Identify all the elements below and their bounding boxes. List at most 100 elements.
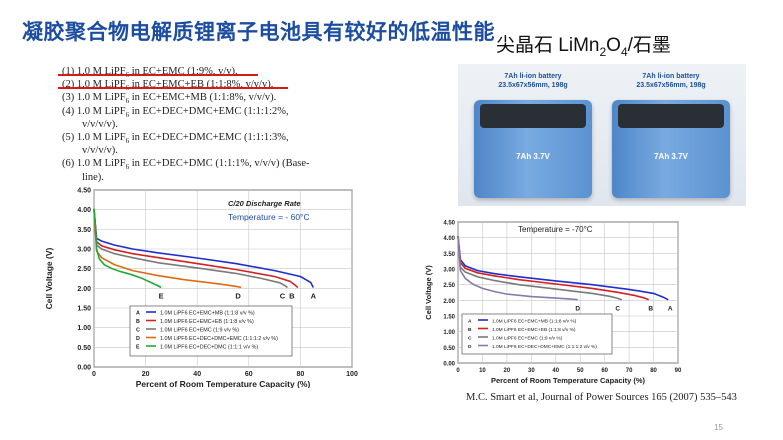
x-tick-label: 50	[577, 368, 584, 374]
y-tick-label: 4.50	[443, 221, 455, 227]
y-tick-label: 2.00	[443, 299, 455, 305]
legend-letter: D	[136, 336, 140, 342]
x-axis-label: Percent of Room Temperature Capacity (%)	[491, 376, 646, 385]
x-tick-label: 20	[142, 371, 150, 378]
slide-title: 凝胶聚合物电解质锂离子电池具有较好的低温性能	[22, 21, 495, 44]
legend-letter: E	[136, 345, 140, 351]
x-tick-label: 0	[92, 371, 96, 378]
series-line-A	[457, 236, 669, 301]
legend-letter: B	[468, 327, 472, 333]
battery-caption-right: 7Ah li-ion battery 23.5x67x56mm, 198g	[636, 73, 706, 89]
electrolyte-item: (5) 1.0 M LiPF6 in EC+DEC+DMC+EMC (1:1:1…	[62, 132, 289, 146]
material-subtitle: 尖晶石 LiMn2O4/石墨	[496, 35, 671, 59]
x-tick-label: 40	[193, 371, 201, 378]
y-axis-label: Cell Voltage (V)	[424, 265, 433, 320]
y-tick-label: 3.50	[77, 227, 91, 234]
y-tick-label: 0.00	[77, 365, 91, 372]
y-tick-label: 2.50	[443, 283, 455, 289]
y-tick-label: 2.00	[77, 286, 91, 293]
battery-photo: 7Ah li-ion battery 23.5x67x56mm, 198g 7A…	[458, 64, 746, 206]
legend-letter: C	[468, 336, 472, 342]
x-axis-label: Percent of Room Temperature Capacity (%)	[136, 379, 311, 388]
y-tick-label: 4.00	[443, 236, 455, 242]
legend-entry: 1.0M LiPF6 EC+EMC (1:9 v/v %)	[160, 328, 239, 334]
series-end-label: B	[289, 292, 295, 301]
legend-box	[129, 305, 293, 357]
battery-caption-left: 7Ah li-ion battery 23.5x67x56mm, 198g	[498, 73, 568, 89]
series-end-label: A	[311, 292, 317, 301]
legend-entry: 1.0M LiPF6 EC+EMC+EB (1:1:8 v/v %)	[492, 327, 576, 333]
x-tick-label: 60	[601, 368, 608, 374]
series-end-label: C	[615, 306, 620, 313]
strikethrough-line	[58, 74, 258, 76]
y-tick-label: 0.50	[77, 345, 91, 352]
series-end-label: A	[668, 306, 673, 313]
y-tick-label: 1.50	[443, 315, 455, 321]
legend-letter: A	[468, 319, 472, 325]
y-tick-label: 3.50	[443, 252, 455, 258]
chart-annotation-rate: C/20 Discharge Rate	[228, 199, 301, 208]
chart-annotation-temp: Temperature = -70°C	[518, 225, 593, 234]
y-tick-label: 3.00	[77, 247, 91, 254]
battery-label: 7Ah 3.7V	[516, 152, 550, 161]
y-tick-label: 1.00	[77, 325, 91, 332]
x-tick-label: 0	[456, 368, 460, 374]
legend-letter: B	[136, 319, 140, 325]
electrolyte-item: (6) 1.0 M LiPF6 in EC+DEC+DMC (1:1:1%, v…	[62, 158, 310, 172]
series-end-label: E	[159, 292, 164, 301]
series-line-D	[93, 208, 242, 289]
x-tick-label: 10	[479, 368, 486, 374]
electrolyte-item: v/v/v/v).	[82, 118, 118, 130]
x-tick-label: 80	[650, 368, 657, 374]
series-line-B	[93, 208, 299, 289]
series-end-label: D	[575, 306, 580, 313]
electrolyte-item: (3) 1.0 M LiPF6 in EC+EMC+MB (1:1:8%, v/…	[62, 92, 277, 106]
y-tick-label: 4.00	[77, 207, 91, 214]
series-end-label: D	[235, 292, 241, 301]
legend-entry: 1.0M LiPF6 EC+DEC+DMC+EMC (1:1:1:2 v/v %…	[492, 344, 597, 350]
legend-entry: 1.0M LiPF6 EC+EMC (1:9 v/v %)	[492, 336, 563, 342]
legend-letter: C	[136, 328, 140, 334]
electrolyte-item: (4) 1.0 M LiPF6 in EC+DEC+DMC+EMC (1:1:1…	[62, 105, 289, 119]
electrolyte-item: line).	[82, 171, 104, 183]
y-tick-label: 0.50	[443, 346, 455, 352]
series-end-label: B	[648, 306, 653, 313]
legend-letter: A	[136, 311, 140, 317]
discharge-chart-minus70: 0.00 0.50 1.00 1.50 2.00 2.50 3.00 3.50 4.00 4.50…	[424, 221, 682, 386]
battery-terminal	[480, 104, 586, 128]
y-tick-label: 2.50	[77, 266, 91, 273]
legend-entry: 1.0M LiPF6 EC+DEC+DMC+EMC (1:1:1:2 v/v %…	[160, 336, 278, 342]
slide-number: 15	[714, 423, 723, 432]
x-tick-label: 30	[528, 368, 535, 374]
series-line-A	[93, 208, 315, 288]
x-tick-label: 90	[675, 368, 682, 374]
y-axis-label: Cell Voltage (V)	[44, 247, 54, 309]
y-tick-label: 0.00	[443, 362, 455, 368]
y-tick-label: 4.50	[77, 188, 91, 195]
chart-annotation-temp: Temperature = - 60°C	[228, 212, 310, 222]
x-tick-label: 40	[552, 368, 559, 374]
x-tick-label: 20	[504, 368, 511, 374]
series-line-E	[93, 208, 162, 289]
battery-terminal	[618, 104, 724, 128]
x-tick-label: 60	[245, 371, 253, 378]
x-tick-label: 80	[297, 371, 305, 378]
legend-entry: 1.0M LiPF6 EC+EMC+MB (1:1:8 v/v %)	[492, 319, 577, 325]
y-tick-label: 1.00	[443, 330, 455, 336]
legend-entry: 1.0M LiPF6 EC+EMC+MB (1:1:8 v/v %)	[160, 311, 255, 317]
legend-entry: 1.0M LiPF6 EC+EMC+EB (1:1:8 v/v %)	[160, 319, 254, 325]
x-tick-label: 100	[346, 371, 358, 378]
y-tick-label: 1.50	[77, 306, 91, 313]
electrolyte-item: v/v/v/v).	[82, 145, 118, 157]
series-line-C	[93, 208, 288, 289]
series-line-C	[457, 236, 623, 301]
series-line-D	[457, 236, 578, 301]
y-tick-label: 3.00	[443, 268, 455, 274]
reference-citation: M.C. Smart et al, Journal of Power Sourc…	[466, 392, 737, 403]
discharge-chart-minus60: 0.00 0.50 1.00 1.50 2.00 2.50 3.00 3.50 4.00 4.50…	[44, 188, 358, 389]
legend-letter: D	[468, 344, 472, 350]
series-end-label: C	[280, 292, 286, 301]
battery-cell-right: 7Ah 3.7V	[612, 100, 730, 198]
x-tick-label: 70	[626, 368, 633, 374]
battery-label: 7Ah 3.7V	[654, 152, 688, 161]
